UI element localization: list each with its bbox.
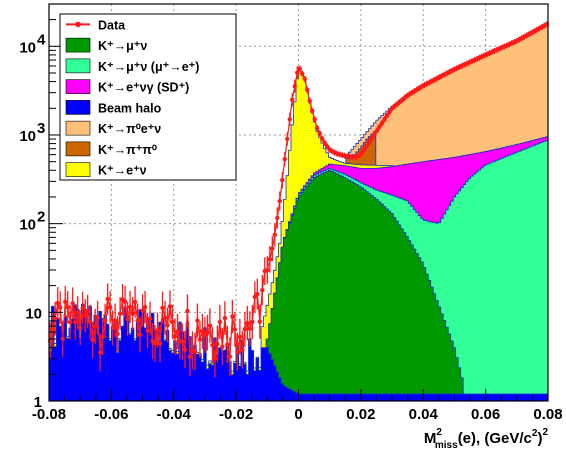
- legend-swatch-k_pi0enu: [65, 120, 91, 136]
- x-tick-label: -0.02: [219, 406, 253, 423]
- x-tick-label: 0.06: [471, 406, 500, 423]
- series-k_munu: [265, 169, 464, 401]
- y-tick-label: 10: [19, 39, 36, 56]
- x-tick-labels: -0.08 -0.06 -0.04 -0.02 0 0.02 0.04 0.06 0.08: [32, 406, 563, 423]
- legend-swatch-k_munu_mu_e: [65, 58, 91, 74]
- x-axis-title-part: miss: [435, 440, 458, 451]
- legend-marker: [75, 21, 81, 28]
- y-tick-label: 1: [34, 394, 42, 411]
- x-axis-title-part: 2: [542, 427, 548, 438]
- x-tick-label: -0.08: [32, 406, 66, 423]
- y-tick-label: 10: [25, 305, 42, 322]
- x-tick-label: 0.04: [409, 406, 439, 423]
- data-line: [49, 23, 548, 359]
- y-tick-label: 10: [19, 217, 36, 234]
- legend-swatch-k_munu: [65, 37, 91, 53]
- legend-label: K⁺→π⁺π⁰: [98, 143, 158, 157]
- series-layer: [48, 25, 549, 402]
- legend-swatch-k_enugamma_sd: [65, 79, 91, 94]
- legend-swatch-k_enu: [65, 162, 91, 177]
- x-tick-label: -0.04: [157, 406, 192, 423]
- x-tick-label: 0.08: [533, 406, 562, 423]
- y-tick-exponent: 3: [37, 120, 45, 137]
- legend-label: K⁺→e⁺ν: [98, 164, 147, 178]
- legend-label: Beam halo: [98, 101, 162, 115]
- legend-swatch-k_pipi0: [65, 141, 91, 157]
- y-tick-exponent: 4: [37, 31, 46, 48]
- x-axis-title: M2 miss(e), (GeV/c2)2: [424, 427, 549, 451]
- legend-swatch-beam_halo: [65, 100, 91, 115]
- data-points: [48, 21, 549, 378]
- legend-label: K⁺→π⁰e⁺ν: [98, 122, 161, 136]
- axis-ticks: [48, 3, 549, 402]
- x-tick-label: 0.02: [346, 406, 375, 423]
- legend-label: K⁺→μ⁺ν: [98, 39, 147, 53]
- legend-label: K⁺→e⁺νγ (SD⁺): [98, 81, 189, 95]
- x-axis-title-part: (e), (GeV/c: [458, 430, 532, 447]
- x-axis-title-part: 2: [436, 427, 442, 438]
- x-axis-title-part: ): [537, 430, 542, 447]
- y-tick-exponent: 2: [37, 209, 45, 226]
- legend-label: Data: [98, 18, 126, 32]
- legend: Data K⁺→μ⁺ν K⁺→μ⁺ν (μ⁺→e⁺) K⁺→e⁺νγ (SD⁺) Bea…: [59, 13, 237, 181]
- legend-label: K⁺→μ⁺ν (μ⁺→e⁺): [98, 60, 199, 74]
- x-axis-title-part: M: [424, 430, 437, 447]
- y-tick-label: 10: [19, 128, 36, 145]
- x-tick-label: 0: [294, 406, 302, 423]
- x-tick-label: -0.06: [94, 406, 128, 423]
- x-axis-title-part: 2: [532, 428, 538, 439]
